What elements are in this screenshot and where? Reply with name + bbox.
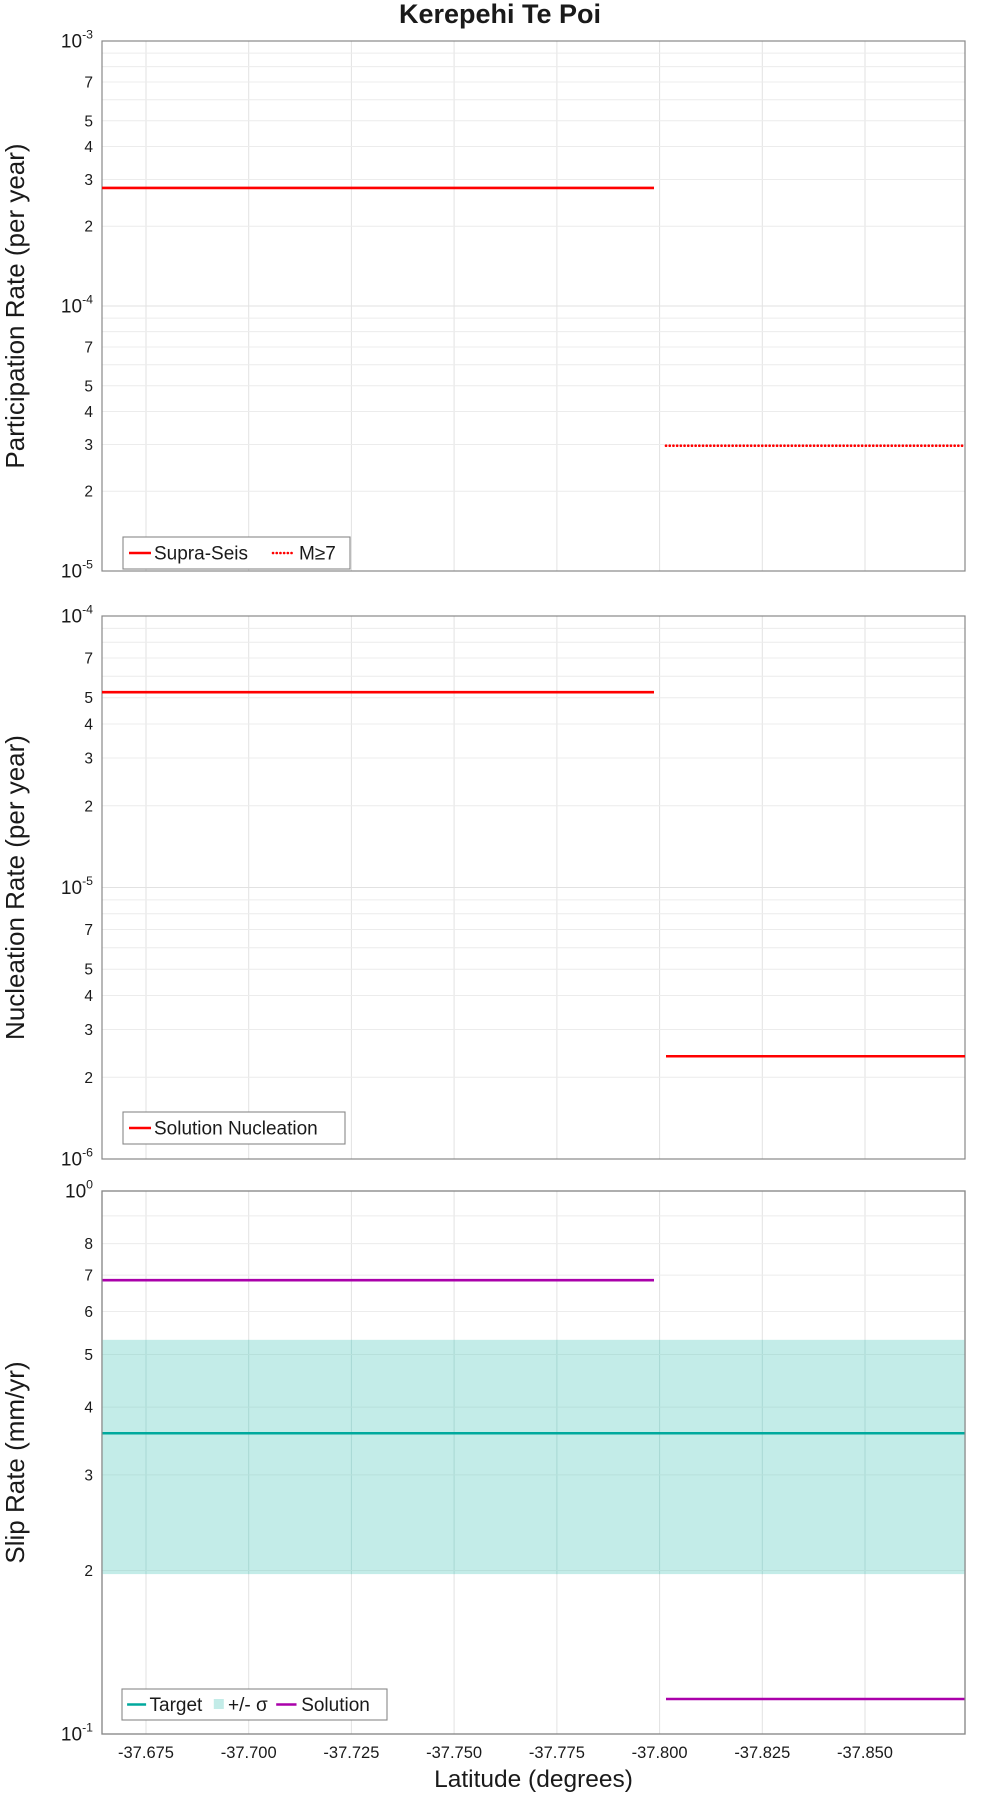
- svg-text:5: 5: [84, 962, 93, 979]
- svg-text:-37.825: -37.825: [734, 1744, 790, 1762]
- svg-text:+/- σ: +/- σ: [228, 1695, 268, 1716]
- svg-text:2: 2: [84, 1563, 93, 1580]
- svg-text:-37.800: -37.800: [632, 1744, 688, 1762]
- svg-text:5: 5: [84, 690, 93, 707]
- svg-text:-37.775: -37.775: [529, 1744, 585, 1762]
- svg-text:Participation Rate (per year): Participation Rate (per year): [0, 143, 30, 468]
- svg-text:4: 4: [84, 717, 93, 734]
- svg-text:2: 2: [84, 484, 93, 501]
- svg-text:7: 7: [84, 75, 93, 92]
- svg-text:3: 3: [84, 1022, 93, 1039]
- svg-text:2: 2: [84, 1070, 93, 1087]
- svg-text:-37.850: -37.850: [837, 1744, 893, 1762]
- svg-text:7: 7: [84, 922, 93, 939]
- svg-text:4: 4: [84, 988, 93, 1005]
- svg-text:-37.700: -37.700: [221, 1744, 277, 1762]
- svg-text:3: 3: [84, 1467, 93, 1484]
- svg-text:5: 5: [84, 378, 93, 395]
- svg-text:3: 3: [84, 750, 93, 767]
- svg-text:4: 4: [84, 1400, 93, 1417]
- svg-text:Latitude (degrees): Latitude (degrees): [434, 1766, 633, 1793]
- svg-text:4: 4: [84, 139, 93, 156]
- svg-text:3: 3: [84, 172, 93, 189]
- svg-text:Slip Rate (mm/yr): Slip Rate (mm/yr): [0, 1361, 30, 1563]
- svg-text:Solution Nucleation: Solution Nucleation: [154, 1119, 318, 1140]
- svg-text:Target: Target: [150, 1695, 204, 1716]
- svg-text:6: 6: [84, 1304, 93, 1321]
- svg-text:4: 4: [84, 404, 93, 421]
- svg-text:5: 5: [84, 1347, 93, 1364]
- svg-text:M≥7: M≥7: [299, 544, 336, 565]
- svg-text:3: 3: [84, 437, 93, 454]
- svg-text:Supra-Seis: Supra-Seis: [154, 544, 248, 565]
- svg-text:7: 7: [84, 340, 93, 357]
- svg-text:-37.750: -37.750: [426, 1744, 482, 1762]
- svg-text:2: 2: [84, 798, 93, 815]
- svg-text:Solution: Solution: [301, 1695, 370, 1716]
- svg-text:7: 7: [84, 1268, 93, 1285]
- svg-text:5: 5: [84, 113, 93, 130]
- svg-text:8: 8: [84, 1236, 93, 1253]
- svg-text:-37.675: -37.675: [118, 1744, 174, 1762]
- svg-text:-37.725: -37.725: [323, 1744, 379, 1762]
- svg-text:2: 2: [84, 219, 93, 236]
- svg-text:Nucleation Rate (per year): Nucleation Rate (per year): [0, 735, 30, 1040]
- svg-text:Kerepehi Te Poi: Kerepehi Te Poi: [399, 0, 601, 29]
- svg-text:7: 7: [84, 651, 93, 668]
